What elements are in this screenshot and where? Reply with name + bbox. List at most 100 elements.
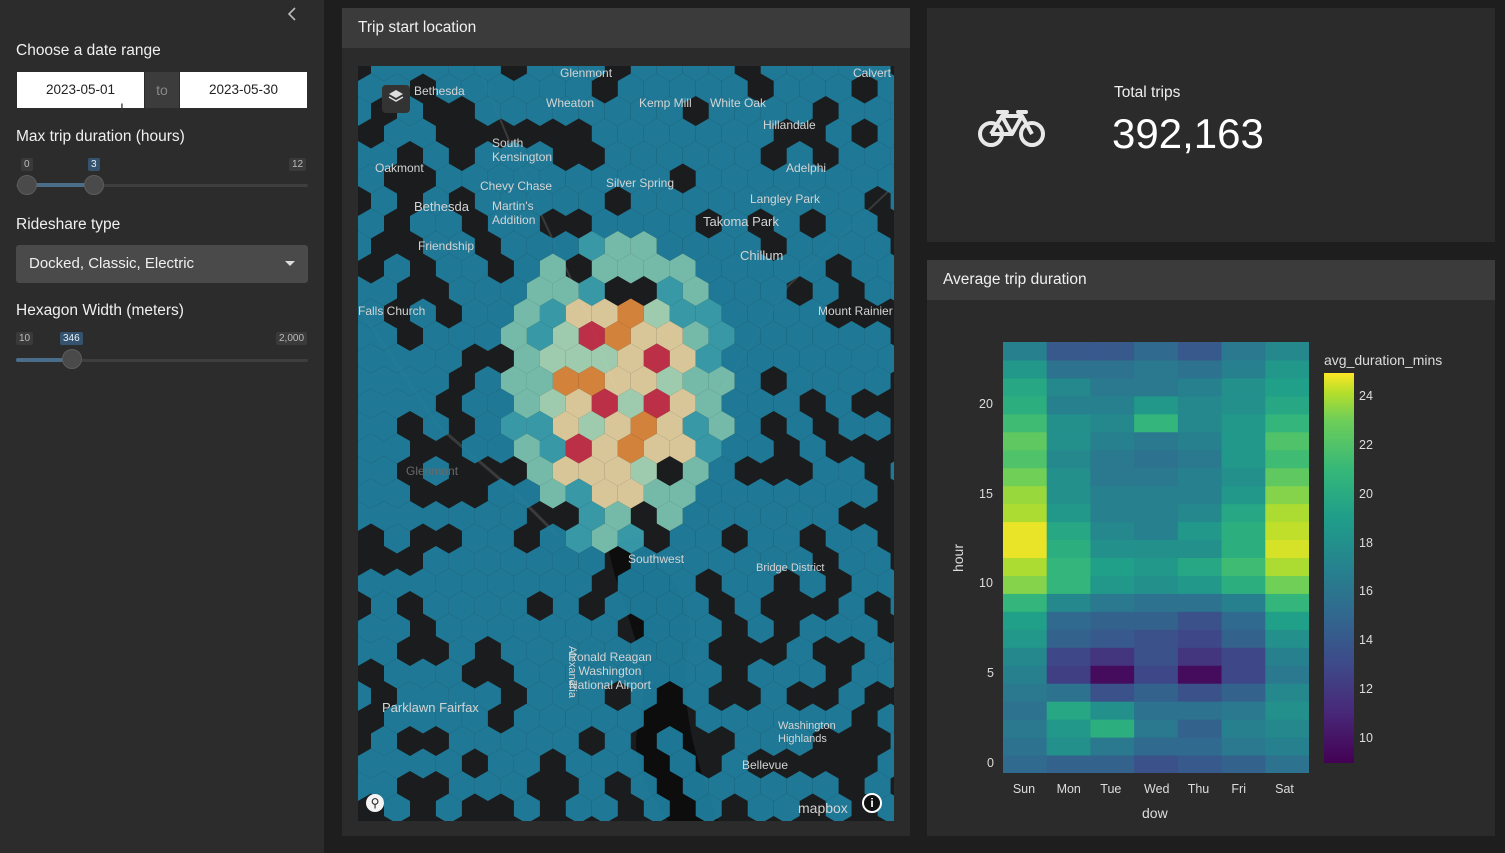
heatmap-cell[interactable] [1003,539,1048,558]
heatmap-cell[interactable] [1046,503,1091,523]
heatmap-cell[interactable] [1221,503,1266,523]
heatmap-cell[interactable] [1265,521,1309,541]
heatmap-cell[interactable] [1090,503,1135,523]
heatmap-cell[interactable] [1177,737,1223,756]
chevron-left-icon[interactable] [286,6,298,27]
heatmap-cell[interactable] [1134,503,1179,523]
heatmap-cell[interactable] [1221,557,1266,576]
heatmap-cell[interactable] [1134,359,1179,379]
heatmap-cell[interactable] [1046,467,1091,487]
heatmap-cell[interactable] [1177,413,1223,433]
max-duration-min-handle[interactable] [17,175,37,195]
heatmap-cell[interactable] [1003,485,1048,505]
heatmap-cell[interactable] [1003,647,1048,666]
heatmap-cell[interactable] [1046,737,1091,756]
heatmap-cell[interactable] [1090,359,1135,379]
heatmap-cell[interactable] [1221,342,1266,361]
heatmap-cell[interactable] [1046,449,1091,469]
heatmap-cell[interactable] [1221,611,1266,630]
heatmap-cell[interactable] [1265,413,1309,433]
heatmap-cell[interactable] [1003,701,1048,720]
heatmap-cell[interactable] [1177,629,1223,648]
heatmap-cell[interactable] [1003,503,1048,523]
heatmap-cell[interactable] [1134,611,1179,630]
heatmap-cell[interactable] [1090,449,1135,469]
heatmap-cell[interactable] [1221,359,1266,379]
heatmap-cell[interactable] [1177,719,1223,738]
heatmap-cell[interactable] [1134,521,1179,541]
heatmap-cell[interactable] [1177,647,1223,666]
heatmap-cell[interactable] [1046,521,1091,541]
heatmap-cell[interactable] [1003,737,1048,756]
heatmap-cell[interactable] [1003,665,1048,684]
info-icon[interactable]: i [862,793,882,813]
heatmap-cell[interactable] [1134,431,1179,451]
heatmap-cell[interactable] [1090,431,1135,451]
heatmap-cell[interactable] [1177,395,1223,415]
heatmap-cell[interactable] [1221,575,1266,594]
hex-width-handle[interactable] [62,349,82,369]
heatmap-cell[interactable] [1090,647,1135,666]
heatmap-cell[interactable] [1265,485,1309,505]
heatmap-cell[interactable] [1046,683,1091,702]
heatmap-cell[interactable] [1003,359,1048,379]
heatmap-cell[interactable] [1265,539,1309,558]
heatmap-cell[interactable] [1221,521,1266,541]
heatmap-cell[interactable] [1134,629,1179,648]
heatmap-cell[interactable] [1177,701,1223,720]
heatmap-cell[interactable] [1090,737,1135,756]
heatmap-cell[interactable] [1134,665,1179,684]
heatmap-cell[interactable] [1090,395,1135,415]
heatmap-cell[interactable] [1090,755,1135,773]
heatmap-cell[interactable] [1046,557,1091,576]
heatmap-cell[interactable] [1265,665,1309,684]
heatmap-cell[interactable] [1046,395,1091,415]
heatmap-cell[interactable] [1134,701,1179,720]
heatmap-cell[interactable] [1090,683,1135,702]
heatmap-cell[interactable] [1090,539,1135,558]
heatmap-cell[interactable] [1046,431,1091,451]
hexagon-map[interactable]: Glenmont Calvert Bethesda Wheaton Kemp M… [358,66,894,821]
heatmap-cell[interactable] [1265,629,1309,648]
heatmap-cell[interactable] [1177,359,1223,379]
heatmap-cell[interactable] [1265,755,1309,773]
heatmap-cell[interactable] [1177,557,1223,576]
heatmap-cell[interactable] [1003,431,1048,451]
heatmap-cell[interactable] [1134,557,1179,576]
heatmap-cell[interactable] [1177,683,1223,702]
max-duration-max-handle[interactable] [84,175,104,195]
heatmap-cell[interactable] [1090,467,1135,487]
heatmap-cell[interactable] [1046,629,1091,648]
heatmap-cell[interactable] [1046,665,1091,684]
end-date-input[interactable]: 2023-05-30 [180,72,307,108]
heatmap-cell[interactable] [1177,431,1223,451]
heatmap-cell[interactable] [1003,557,1048,576]
heatmap-cell[interactable] [1090,629,1135,648]
heatmap-cell[interactable] [1134,539,1179,558]
heatmap-cell[interactable] [1221,647,1266,666]
heatmap-cell[interactable] [1046,611,1091,630]
heatmap-cell[interactable] [1003,683,1048,702]
heatmap-cell[interactable] [1221,737,1266,756]
heatmap-cell[interactable] [1221,683,1266,702]
heatmap-cell[interactable] [1003,593,1048,612]
heatmap-cell[interactable] [1134,683,1179,702]
heatmap-cell[interactable] [1177,593,1223,612]
heatmap-cell[interactable] [1003,413,1048,433]
heatmap-cell[interactable] [1046,359,1091,379]
heatmap-cell[interactable] [1003,467,1048,487]
heatmap-cell[interactable] [1177,755,1223,773]
heatmap-cell[interactable] [1090,611,1135,630]
heatmap-cell[interactable] [1003,629,1048,648]
heatmap-cell[interactable] [1221,593,1266,612]
heatmap-cell[interactable] [1046,593,1091,612]
heatmap-cell[interactable] [1177,665,1223,684]
heatmap-cell[interactable] [1265,395,1309,415]
heatmap-cell[interactable] [1221,485,1266,505]
heatmap-cell[interactable] [1046,755,1091,773]
heatmap-cell[interactable] [1221,377,1266,397]
heatmap-cell[interactable] [1265,377,1309,397]
heatmap-cell[interactable] [1177,575,1223,594]
heatmap-cell[interactable] [1046,647,1091,666]
heatmap-cell[interactable] [1177,449,1223,469]
